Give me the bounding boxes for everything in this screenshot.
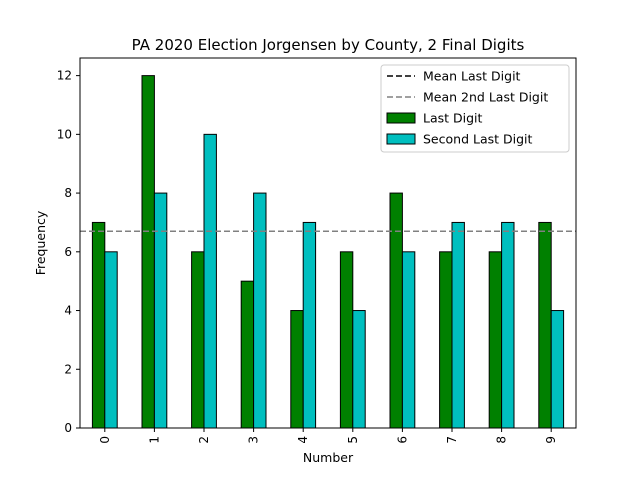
y-tick-label: 6 [64,245,72,259]
x-tick-label: 2 [197,436,211,444]
bar-last-digit-6 [389,192,403,429]
x-tick-label: 3 [247,436,261,444]
bar-last-digit-8 [488,251,503,429]
legend-entry-label: Last Digit [423,111,483,126]
y-tick-label: 4 [64,304,72,318]
plot-frame [79,57,577,429]
bar-second-last-digit-7 [451,221,465,429]
y-tick-label: 2 [64,362,72,376]
bar-second-last-digit-8 [501,221,515,429]
x-tick-label: 8 [495,436,509,444]
legend-bar-swatch [386,133,416,145]
x-tick-label: 6 [395,436,409,444]
x-tick-label: 1 [147,436,161,444]
bar-second-last-digit-1 [153,192,168,429]
legend-entry-label: Mean Last Digit [423,69,521,84]
bar-second-last-digit-0 [104,251,118,429]
bar-last-digit-3 [240,280,255,429]
x-axis: 0 1 2 3 4 5 6 7 8 9 [98,428,558,444]
bar-second-last-digit-4 [302,221,317,429]
x-tick-label: 5 [346,436,360,444]
bar-last-digit-5 [339,251,354,429]
bar-second-last-digit-6 [401,251,416,429]
legend: Mean Last Digit Mean 2nd Last Digit Last D… [380,64,570,153]
y-tick-label: 12 [57,69,72,83]
x-axis-label: Number [303,450,354,465]
y-tick-label: 8 [64,186,72,200]
x-tick-label: 0 [98,436,112,444]
y-tick-label: 10 [57,127,72,141]
bar-second-last-digit-3 [253,192,267,429]
y-tick-label: 0 [64,421,72,435]
x-tick-label: 9 [544,436,558,444]
bar-last-digit-2 [191,251,205,429]
legend-bar-swatch [386,112,416,124]
chart-title: PA 2020 Election Jorgensen by County, 2 … [132,36,525,54]
bar-last-digit-9 [538,221,552,429]
legend-entry-label: Second Last Digit [423,132,532,147]
y-axis: 0 2 4 6 8 10 12 [57,69,80,435]
bar-second-last-digit-2 [203,133,217,429]
bar-last-digit-4 [290,310,304,429]
legend-box [380,64,570,153]
bar-second-last-digit-9 [550,310,565,429]
bar-last-digit-7 [439,251,453,429]
bar-last-digit-1 [141,75,155,429]
x-tick-label: 4 [296,436,310,444]
bar-second-last-digit-5 [352,310,366,429]
y-axis-label: Frequency [33,210,48,275]
legend-entry-label: Mean 2nd Last Digit [423,90,548,105]
bar-last-digit-0 [91,221,106,429]
x-tick-label: 7 [445,436,459,444]
